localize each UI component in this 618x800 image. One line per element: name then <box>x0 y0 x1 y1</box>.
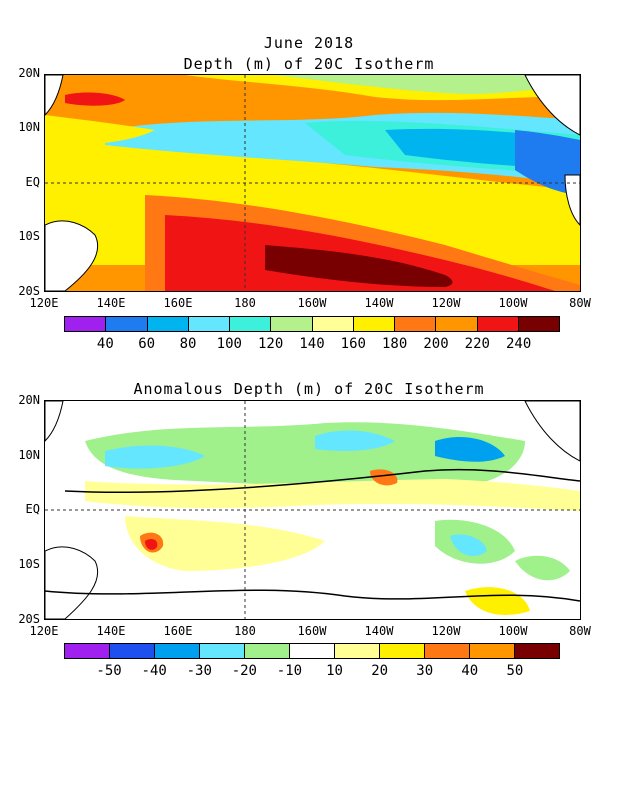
bottom-lon-label: 120E <box>29 624 59 638</box>
colorbar-label: 240 <box>506 336 532 352</box>
colorbar-swatch <box>477 317 519 331</box>
colorbar-label: -20 <box>231 663 257 679</box>
bottom-lat-label-10n: 10N <box>18 448 40 462</box>
colorbar-label: 40 <box>461 663 479 679</box>
map-title-top: Depth (m) of 20C Isotherm <box>183 55 435 73</box>
colorbar-swatch <box>470 644 515 658</box>
colorbar-swatch <box>518 317 559 331</box>
colorbar-label: 80 <box>179 336 197 352</box>
top-depth-map <box>44 74 581 292</box>
colorbar-swatch <box>230 317 272 331</box>
top-lon-label: 160W <box>297 296 327 310</box>
colorbar-swatch <box>110 644 155 658</box>
colorbar-swatch <box>312 317 354 331</box>
colorbar-swatch <box>515 644 559 658</box>
colorbar-label: 100 <box>216 336 242 352</box>
top-lat-label-20s: 20S <box>18 284 40 298</box>
colorbar-label: 180 <box>382 336 408 352</box>
colorbar-label: 40 <box>96 336 114 352</box>
bottom-lon-label: 140E <box>96 624 126 638</box>
colorbar-swatch <box>380 644 425 658</box>
colorbar-label: -40 <box>141 663 167 679</box>
colorbar-label: -10 <box>276 663 303 679</box>
colorbar-label: 60 <box>138 336 156 352</box>
colorbar-swatch <box>65 317 107 331</box>
colorbar-swatch <box>65 644 110 658</box>
colorbar-label: 200 <box>423 336 449 352</box>
bottom-anomaly-map-field <box>45 401 580 619</box>
colorbar-swatch <box>425 644 470 658</box>
bottom-lat-label-20s: 20S <box>18 612 40 626</box>
colorbar-swatch <box>188 317 230 331</box>
colorbar-label: 120 <box>258 336 284 352</box>
top-lon-label: 140W <box>364 296 394 310</box>
colorbar-swatch <box>436 317 478 331</box>
top-lon-label: 80W <box>569 296 591 310</box>
bottom-lon-label: 160W <box>297 624 327 638</box>
colorbar-swatch <box>395 317 437 331</box>
bottom-lat-label-eq: EQ <box>25 502 40 516</box>
bottom-colorbar <box>64 643 560 659</box>
colorbar-label: -30 <box>186 663 212 679</box>
bottom-lat-label-20n: 20N <box>18 393 40 407</box>
top-lat-label-20n: 20N <box>18 66 40 80</box>
colorbar-label: 30 <box>416 663 434 679</box>
top-lon-label: 120E <box>29 296 59 310</box>
colorbar-swatch <box>335 644 380 658</box>
colorbar-swatch <box>106 317 148 331</box>
colorbar-swatch <box>245 644 290 658</box>
colorbar-label: 160 <box>340 336 366 352</box>
top-colorbar <box>64 316 560 332</box>
colorbar-label: 10 <box>326 663 343 679</box>
colorbar-label: -50 <box>96 663 122 679</box>
colorbar-label: 50 <box>506 663 524 679</box>
top-depth-map-field <box>45 75 580 291</box>
top-lon-label: 100W <box>498 296 528 310</box>
top-lon-label: 160E <box>163 296 193 310</box>
bottom-lon-label: 120W <box>431 624 461 638</box>
colorbar-label: 220 <box>464 336 490 352</box>
colorbar-swatch <box>353 317 395 331</box>
colorbar-label: 140 <box>299 336 325 352</box>
colorbar-swatch <box>155 644 200 658</box>
top-lat-label-10n: 10N <box>18 120 40 134</box>
bottom-lon-label: 140W <box>364 624 394 638</box>
top-lat-label-eq: EQ <box>25 175 40 189</box>
bottom-lat-label-10s: 10S <box>18 557 40 571</box>
bottom-lon-label: 160E <box>163 624 193 638</box>
colorbar-swatch <box>147 317 189 331</box>
bottom-lon-label: 80W <box>569 624 591 638</box>
map-title-date: June 2018 <box>263 34 355 52</box>
map-title-bottom: Anomalous Depth (m) of 20C Isotherm <box>133 380 485 398</box>
top-lon-label: 140E <box>96 296 126 310</box>
bottom-lon-label: 100W <box>498 624 528 638</box>
bottom-anomaly-map <box>44 400 581 620</box>
top-lon-label: 120W <box>431 296 461 310</box>
colorbar-swatch <box>200 644 245 658</box>
colorbar-swatch <box>271 317 313 331</box>
bottom-lon-label: 180 <box>234 624 256 638</box>
colorbar-swatch <box>290 644 335 658</box>
colorbar-label: 20 <box>371 663 389 679</box>
top-lon-label: 180 <box>234 296 256 310</box>
top-lat-label-10s: 10S <box>18 229 40 243</box>
